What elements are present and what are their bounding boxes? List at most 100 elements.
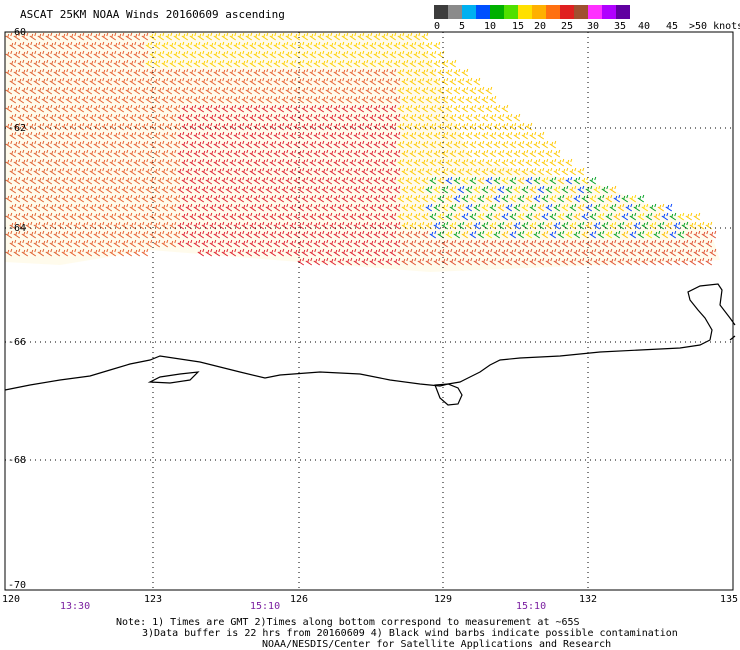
wind-barb — [285, 212, 293, 221]
wind-barb — [417, 185, 425, 194]
wind-barb — [125, 122, 133, 131]
wind-barb — [429, 122, 437, 131]
wind-barb — [53, 140, 61, 149]
wind-barb — [97, 203, 105, 212]
wind-barb — [225, 41, 233, 50]
wind-barb — [289, 95, 297, 104]
wind-barb — [669, 248, 677, 257]
map-frame — [4, 31, 734, 591]
wind-barb — [153, 95, 161, 104]
wind-barb — [137, 41, 145, 50]
legend-label: 0 — [434, 21, 441, 32]
wind-barb — [105, 185, 113, 194]
wind-barb — [41, 185, 49, 194]
wind-barb — [401, 41, 409, 50]
wind-barb — [317, 86, 325, 95]
wind-barb — [445, 212, 453, 221]
wind-barb — [305, 185, 313, 194]
wind-barb — [353, 149, 361, 158]
wind-barb — [553, 203, 561, 212]
wind-barb — [349, 140, 357, 149]
wind-barb — [693, 212, 701, 221]
wind-barb — [61, 32, 69, 41]
wind-barb — [517, 194, 525, 203]
wind-barb — [573, 248, 581, 257]
wind-barb — [377, 149, 385, 158]
wind-barb — [153, 149, 161, 158]
wind-barb — [433, 203, 441, 212]
wind-barb — [341, 248, 349, 257]
wind-barb — [273, 167, 281, 176]
wind-barb — [441, 95, 449, 104]
wind-barb — [661, 212, 669, 221]
wind-barb — [205, 32, 213, 41]
wind-barb — [361, 77, 369, 86]
wind-barb — [333, 32, 341, 41]
wind-barb — [381, 104, 389, 113]
wind-barb — [77, 212, 85, 221]
wind-barb — [365, 230, 373, 239]
wind-barb — [221, 176, 229, 185]
wind-barb — [425, 41, 433, 50]
wind-barb — [385, 185, 393, 194]
wind-barb — [425, 131, 433, 140]
wind-barb — [257, 95, 265, 104]
wind-barb — [165, 122, 173, 131]
wind-barb — [405, 104, 413, 113]
wind-barb — [485, 86, 493, 95]
wind-barb — [525, 122, 533, 131]
wind-barb — [69, 32, 77, 41]
wind-barb — [53, 50, 61, 59]
wind-barb — [353, 77, 361, 86]
wind-barb — [425, 185, 433, 194]
wind-barb — [181, 158, 189, 167]
wind-barb — [593, 239, 601, 248]
wind-barb — [105, 41, 113, 50]
wind-barb — [553, 221, 561, 230]
wind-barb — [433, 185, 441, 194]
wind-barb — [37, 248, 45, 257]
wind-barb — [553, 167, 561, 176]
wind-barb — [25, 41, 33, 50]
wind-barb — [553, 257, 561, 266]
wind-barb — [161, 41, 169, 50]
wind-barb — [153, 203, 161, 212]
wind-barb — [297, 59, 305, 68]
wind-barb — [57, 167, 65, 176]
legend-swatch — [476, 5, 490, 19]
wind-barb — [329, 221, 337, 230]
wind-barb — [117, 230, 125, 239]
wind-barb — [477, 194, 485, 203]
wind-barb — [9, 77, 17, 86]
wind-barb — [561, 221, 569, 230]
wind-barb — [537, 149, 545, 158]
wind-barb — [477, 212, 485, 221]
wind-barb — [21, 122, 29, 131]
wind-barb — [345, 239, 353, 248]
wind-barb — [221, 212, 229, 221]
wind-barb — [393, 239, 401, 248]
wind-barb — [5, 68, 13, 77]
wind-barb — [189, 32, 197, 41]
wind-barb — [353, 59, 361, 68]
wind-barb — [277, 140, 285, 149]
wind-barb — [345, 149, 353, 158]
wind-barb — [501, 176, 509, 185]
wind-barb — [609, 221, 617, 230]
wind-barb — [517, 122, 525, 131]
wind-barb — [173, 122, 181, 131]
wind-barb — [261, 248, 269, 257]
wind-barb — [337, 257, 345, 266]
wind-barb — [245, 176, 253, 185]
wind-barb — [385, 95, 393, 104]
wind-barb — [449, 59, 457, 68]
wind-barb — [377, 113, 385, 122]
wind-barb — [393, 203, 401, 212]
wind-barb — [53, 68, 61, 77]
wind-barb — [333, 248, 341, 257]
wind-barb — [549, 158, 557, 167]
wind-barb — [329, 131, 337, 140]
wind-barb — [213, 68, 221, 77]
wind-barb — [233, 77, 241, 86]
wind-barb — [513, 167, 521, 176]
